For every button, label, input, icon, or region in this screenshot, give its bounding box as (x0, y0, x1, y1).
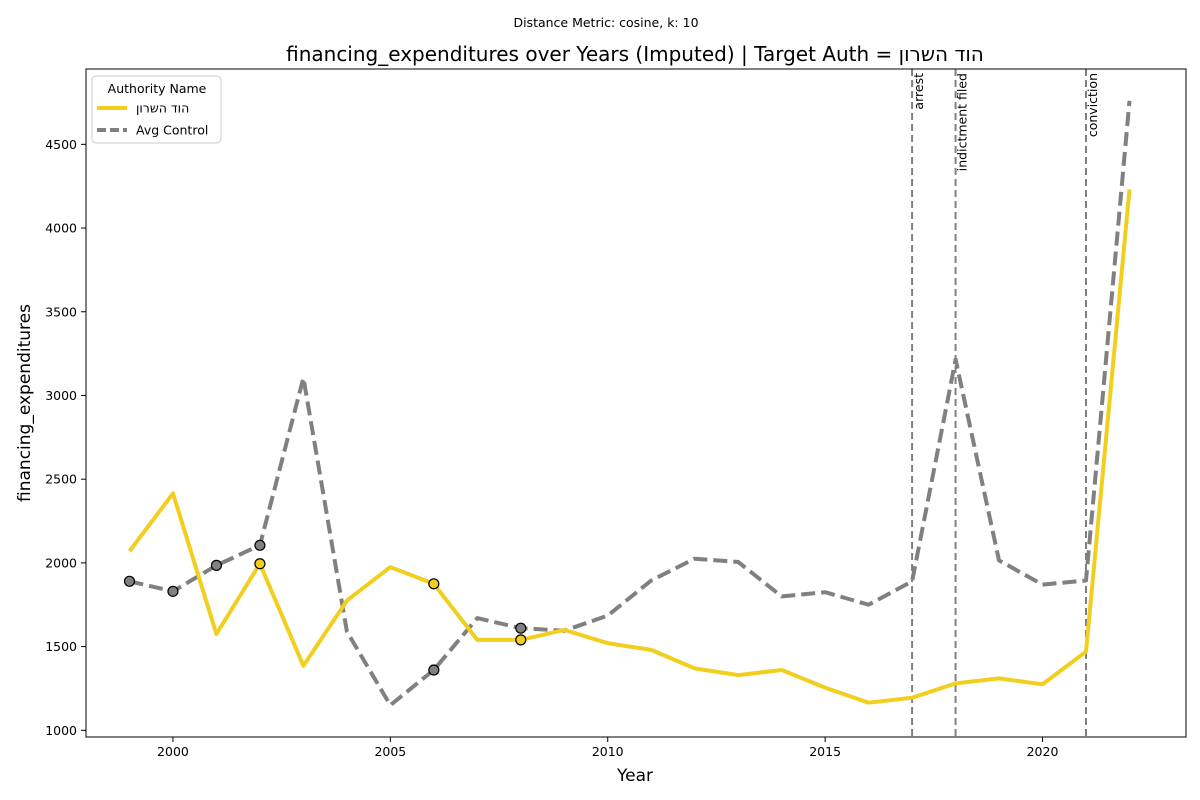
plot-area: arrest indictment filed conviction 2000 2005… (45, 68, 1187, 759)
event-label-0: arrest (911, 73, 926, 110)
y-tick-label: 4000 (45, 221, 77, 236)
event-label-2: conviction (1085, 73, 1100, 137)
imputed-marker-1-2002 (254, 539, 266, 551)
x-tick-label: 2020 (1027, 744, 1059, 759)
y-axis-label: financing_expenditures (15, 304, 35, 502)
figure-suptitle: Distance Metric: cosine, k: 10 (513, 15, 698, 30)
imputed-marker-1-2008 (515, 622, 527, 634)
imputed-marker-1-2000 (167, 585, 179, 597)
legend-label-1: Avg Control (136, 123, 208, 138)
series-line-1 (129, 100, 1132, 708)
imputed-marker-1-2001 (210, 559, 223, 571)
legend-label-0: הוד השרון (136, 101, 189, 116)
y-tick-label: 1000 (45, 723, 77, 738)
imputed-marker-0-2006 (428, 578, 440, 590)
chart-title: financing_expenditures over Years (Imput… (286, 42, 984, 66)
imputed-marker-1-2006 (428, 664, 440, 676)
y-tick-label: 2500 (45, 472, 77, 487)
legend: Authority Name הוד השרון Avg Control (91, 75, 222, 144)
legend-title: Authority Name (108, 81, 207, 96)
x-tick-label: 2015 (809, 744, 841, 759)
axes-frame (85, 68, 1187, 738)
imputed-marker-0-2008 (515, 634, 527, 646)
event-label-1: indictment filed (955, 73, 970, 171)
x-tick-label: 2005 (374, 744, 406, 759)
y-tick-label: 3000 (45, 388, 77, 403)
y-tick-label: 1500 (45, 639, 77, 654)
y-tick-label: 2000 (45, 555, 77, 570)
imputed-marker-0-2002 (254, 558, 266, 570)
legend-box (91, 75, 222, 144)
y-tick-label: 4500 (45, 137, 77, 152)
x-tick-label: 2010 (592, 744, 624, 759)
series-line-0 (127, 189, 1132, 705)
imputed-marker-1-1999 (123, 575, 136, 587)
x-axis-label: Year (616, 766, 653, 786)
x-tick-label: 2000 (157, 744, 189, 759)
y-tick-label: 3500 (45, 304, 77, 319)
